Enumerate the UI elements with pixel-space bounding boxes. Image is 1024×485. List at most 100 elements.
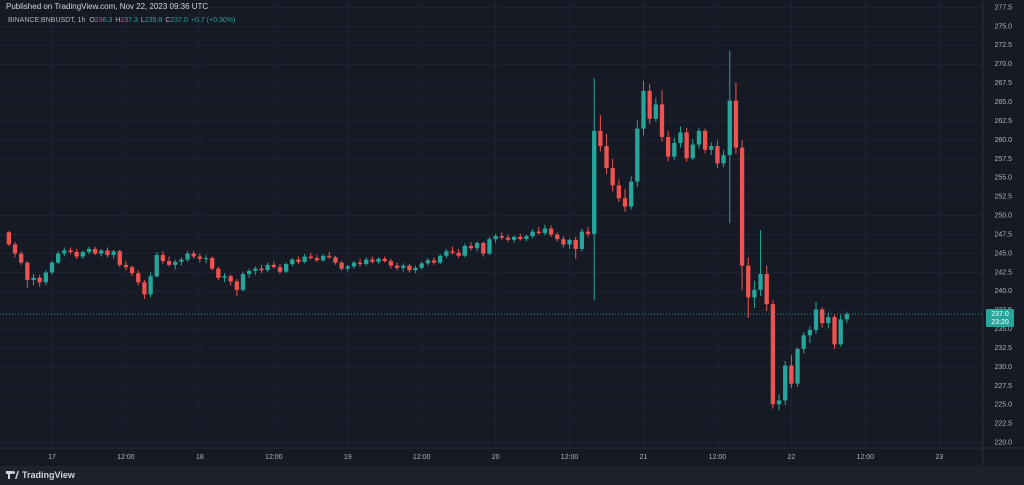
candle-body — [690, 144, 695, 159]
candle-body — [555, 234, 560, 240]
candle-body — [511, 236, 517, 240]
candle-body — [290, 259, 295, 265]
candles — [6, 50, 849, 411]
candle-body — [191, 253, 196, 257]
y-tick-label: 250.0 — [994, 213, 1012, 220]
candle-body — [752, 289, 757, 298]
candle-body — [43, 272, 48, 283]
y-tick-label: 265.0 — [994, 99, 1012, 106]
candle-body — [659, 104, 665, 137]
footer-brand: TradingView — [22, 470, 76, 480]
candle-body — [813, 309, 819, 330]
legend-value: 237.3 — [120, 17, 138, 24]
x-tick-label: 19 — [344, 454, 352, 461]
candle-body — [832, 317, 837, 345]
y-tick-label: 255.0 — [994, 175, 1012, 182]
candle-body — [12, 244, 18, 254]
legend-key: C — [165, 17, 171, 24]
candle-body — [333, 257, 338, 263]
candle-body — [604, 146, 609, 168]
candle-body — [567, 239, 572, 245]
last-price-label: 237.0 — [991, 311, 1009, 318]
candle-body — [801, 335, 806, 349]
candle-body — [203, 258, 209, 260]
candle-body — [826, 317, 831, 324]
y-tick-label: 247.5 — [994, 231, 1012, 238]
candle-body — [357, 262, 363, 265]
candle-body — [684, 132, 689, 159]
candle-body — [709, 146, 714, 150]
candle-body — [160, 255, 166, 262]
candle-body — [222, 276, 227, 278]
legend: BINANCE:BNBUSDT, 1h O236.3 H237.3 L235.8 C2… — [8, 17, 238, 24]
candle-body — [542, 228, 548, 234]
x-tick-label: 23 — [935, 454, 943, 461]
candle-body — [536, 231, 541, 234]
legend-value: 237.0 — [170, 17, 188, 24]
candle-body — [382, 258, 387, 262]
candle-body — [296, 259, 301, 262]
candle-body — [653, 104, 658, 119]
candle-body — [487, 239, 492, 254]
candle-body — [438, 255, 443, 263]
x-tick-label: 12:00 — [117, 454, 135, 461]
candle-body — [647, 90, 652, 119]
x-tick-label: 21 — [640, 454, 648, 461]
candle-body — [99, 250, 104, 254]
y-tick-label: 260.0 — [994, 137, 1012, 144]
candle-body — [166, 261, 172, 265]
candle-body — [592, 130, 597, 234]
y-tick-label: 245.0 — [994, 250, 1012, 257]
candle-body — [253, 268, 258, 271]
x-tick-label: 18 — [196, 454, 204, 461]
candle-body — [339, 262, 344, 269]
candle-body — [37, 277, 42, 283]
candle-body — [228, 276, 233, 282]
candle-body — [764, 273, 769, 305]
y-tick-label: 227.5 — [994, 383, 1012, 390]
candle-body — [117, 251, 122, 265]
y-tick-label: 240.0 — [994, 288, 1012, 295]
candle-body — [351, 262, 357, 267]
candle-body — [302, 256, 307, 262]
candle-body — [62, 250, 67, 254]
y-tick-label: 267.5 — [994, 80, 1012, 87]
candle-body — [431, 260, 437, 263]
candle-body — [727, 100, 732, 156]
candle-body — [548, 228, 554, 235]
last-price-badge — [986, 309, 1014, 328]
candle-body — [234, 281, 240, 290]
candle-body — [320, 255, 326, 261]
candle-body — [573, 239, 578, 249]
candle-body — [530, 231, 535, 237]
candle-body — [672, 143, 677, 157]
candle-body — [468, 245, 474, 249]
y-tick-label: 272.5 — [994, 42, 1012, 49]
candle-body — [629, 181, 634, 207]
y-tick-label: 225.0 — [994, 402, 1012, 409]
y-tick-label: 262.5 — [994, 118, 1012, 125]
legend-key: L — [140, 17, 145, 24]
candle-body — [6, 232, 12, 245]
candle-body — [505, 237, 511, 240]
x-tick-label: 12:00 — [709, 454, 727, 461]
candle-body — [179, 259, 184, 262]
candle-body — [739, 147, 745, 266]
candle-body — [616, 185, 622, 199]
candle-body — [25, 262, 30, 280]
candle-body — [758, 273, 763, 290]
candle-body — [68, 250, 73, 252]
candle-body — [795, 348, 800, 384]
candle-body — [407, 265, 412, 271]
x-tick-label: 12:00 — [265, 454, 283, 461]
candle-body — [715, 146, 720, 164]
candle-body — [308, 256, 313, 259]
candle-body — [80, 252, 85, 257]
candle-body — [74, 252, 79, 257]
grid — [0, 0, 983, 448]
candle-body — [111, 251, 116, 256]
candle-body — [370, 259, 375, 262]
symbol: BINANCE:BNBUSDT, 1h — [8, 17, 86, 24]
candle-body — [92, 248, 98, 254]
